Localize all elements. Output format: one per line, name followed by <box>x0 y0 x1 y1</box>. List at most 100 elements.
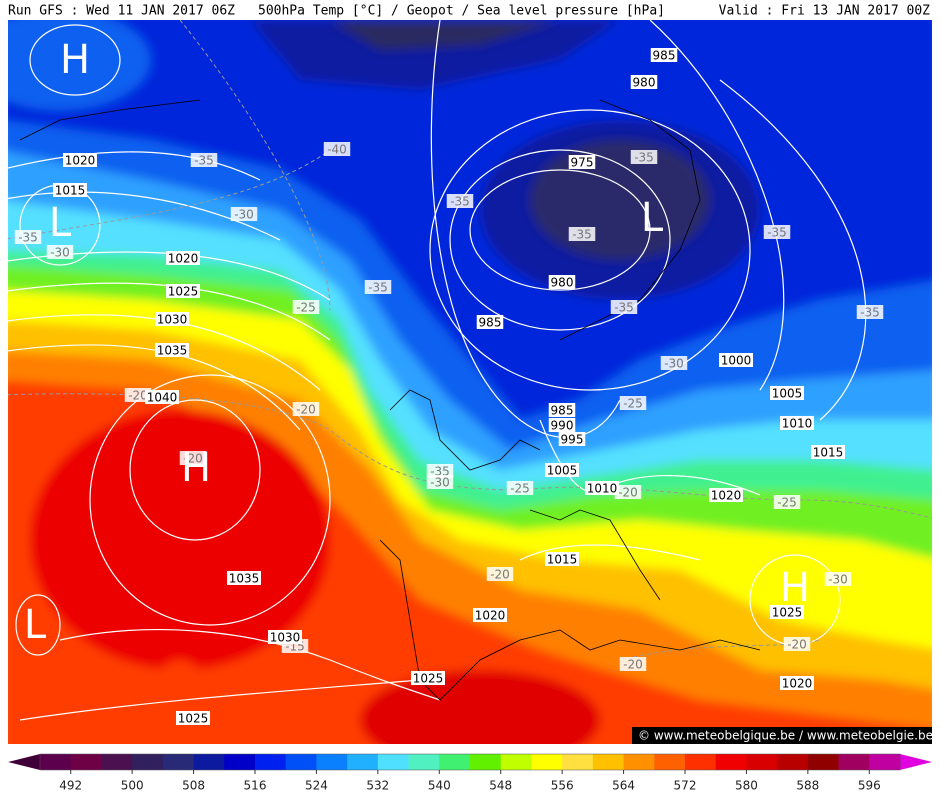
temperature-label-box <box>610 300 638 314</box>
colorbar-segment <box>715 754 747 770</box>
labels: -40-35 -35-35-30-35-30-35 -35-35-25 -35 -35-… <box>14 37 884 726</box>
temperature-label-box <box>179 451 207 465</box>
coastlines <box>19 99 761 701</box>
pressure-center: L <box>24 602 47 648</box>
temperature-label: -25 <box>296 301 316 315</box>
temperature-label: -30 <box>828 573 848 587</box>
credit-box <box>632 727 932 744</box>
isobar-label: 1005 <box>772 387 803 401</box>
colorbar-tick-label: 508 <box>182 779 205 793</box>
temperature-label: -30 <box>50 246 70 260</box>
temperature-label-box <box>190 153 218 167</box>
temperature-label-box <box>292 402 320 416</box>
colorbar-segment <box>70 754 102 770</box>
colorbar-segment <box>347 754 379 770</box>
colorbar-tick-label: 572 <box>674 779 697 793</box>
isobar-label-box <box>411 671 445 685</box>
colorbar-segment <box>623 754 655 770</box>
temperature-label: -30 <box>664 357 684 371</box>
colorbar-segment <box>439 754 471 770</box>
colorbar-segment <box>40 754 72 770</box>
colorbar-over <box>900 754 932 770</box>
isobar-label: 1010 <box>587 482 618 496</box>
isobar-label: 995 <box>561 433 584 447</box>
isobar-label: 1025 <box>772 606 803 620</box>
isobar-label-box <box>770 386 804 400</box>
pressure-center: L <box>49 200 72 246</box>
colorbar-segment <box>531 754 563 770</box>
isobar-label-box <box>585 481 619 495</box>
valid-label: Valid : Fri 13 JAN 2017 00Z <box>719 4 930 19</box>
temperature-label-box <box>426 464 454 478</box>
isobar-label-box <box>630 75 658 89</box>
temperature-label: -20 <box>183 452 203 466</box>
temperature-label: -20 <box>296 403 316 417</box>
isobar-label-box <box>770 605 804 619</box>
isobar-label-box <box>719 353 753 367</box>
isobar-label-box <box>155 312 189 326</box>
colorbar-tick-label: 532 <box>366 779 389 793</box>
isobar-label: 1000 <box>721 354 752 368</box>
temperature-label: -20 <box>128 389 148 403</box>
temperature-label: -20 <box>618 486 638 500</box>
temperature-label: -20 <box>490 568 510 582</box>
colorbar-tick-label: 556 <box>551 779 574 793</box>
temperature-label-box <box>292 300 320 314</box>
colorbar-segment <box>285 754 317 770</box>
isobar-label-box <box>166 284 200 298</box>
isobar-label: 990 <box>551 419 574 433</box>
isobar-label-box <box>145 390 179 404</box>
isobar-label: 985 <box>653 49 676 63</box>
temperature-label-box <box>614 485 642 499</box>
isobar-label-box <box>811 445 845 459</box>
isobar-label: 1035 <box>229 572 260 586</box>
colorbar-tick-label: 492 <box>59 779 82 793</box>
temperature-label: -20 <box>787 638 807 652</box>
colorbar-tick-label: 596 <box>858 779 881 793</box>
isobar-label-box <box>545 463 579 477</box>
isobar-label-box <box>548 403 576 417</box>
colorbar-segment <box>193 754 225 770</box>
colorbar-under <box>8 754 40 770</box>
temperature-label-box <box>763 225 791 239</box>
temperature-label: -35 <box>194 154 214 168</box>
pressure-center: L <box>641 195 664 241</box>
temperature-label-box <box>619 657 647 671</box>
colorbar-segment <box>224 754 256 770</box>
colorbar-tick-label: 564 <box>612 779 635 793</box>
isobar-label-box <box>558 432 586 446</box>
colorbar-tick-label: 588 <box>796 779 819 793</box>
isobar-label: 1020 <box>782 677 813 691</box>
temperature-label: -35 <box>368 281 388 295</box>
colorbar-tick-label: 516 <box>244 779 267 793</box>
isobar-label: 1010 <box>782 417 813 431</box>
temperature-label: -35 <box>450 195 470 209</box>
temperature-label-box <box>230 207 258 221</box>
temperature-label: -25 <box>510 482 530 496</box>
isobar-label-box <box>780 416 814 430</box>
temperature-label-box <box>773 495 801 509</box>
colorbar-segment <box>500 754 532 770</box>
isobar-label-box <box>155 343 189 357</box>
colorbar-segment <box>162 754 195 770</box>
colorbar-segment <box>777 754 809 770</box>
isobar-label-box <box>176 711 210 725</box>
isobar-label-box <box>53 183 87 197</box>
temperature-label: -30 <box>430 476 450 490</box>
pressure-center: H <box>60 37 90 83</box>
pressure-center: H <box>181 445 211 491</box>
isobar-label: 1025 <box>178 712 209 726</box>
colorbar-segment <box>869 754 901 770</box>
colorbar-segment <box>101 754 133 770</box>
temperature-label-box <box>124 388 152 402</box>
colorbar-segment <box>838 754 870 770</box>
isobar-label-box <box>166 251 200 265</box>
isobar-label: 1015 <box>55 184 86 198</box>
temperature-label-box <box>619 396 647 410</box>
temperature-label-box <box>506 481 534 495</box>
isobar-label-box <box>545 552 579 566</box>
isobar-label: 1025 <box>413 672 444 686</box>
temperature-label-box <box>856 305 884 319</box>
temperature-label-box <box>824 572 852 586</box>
isobar-label: 1035 <box>157 344 188 358</box>
